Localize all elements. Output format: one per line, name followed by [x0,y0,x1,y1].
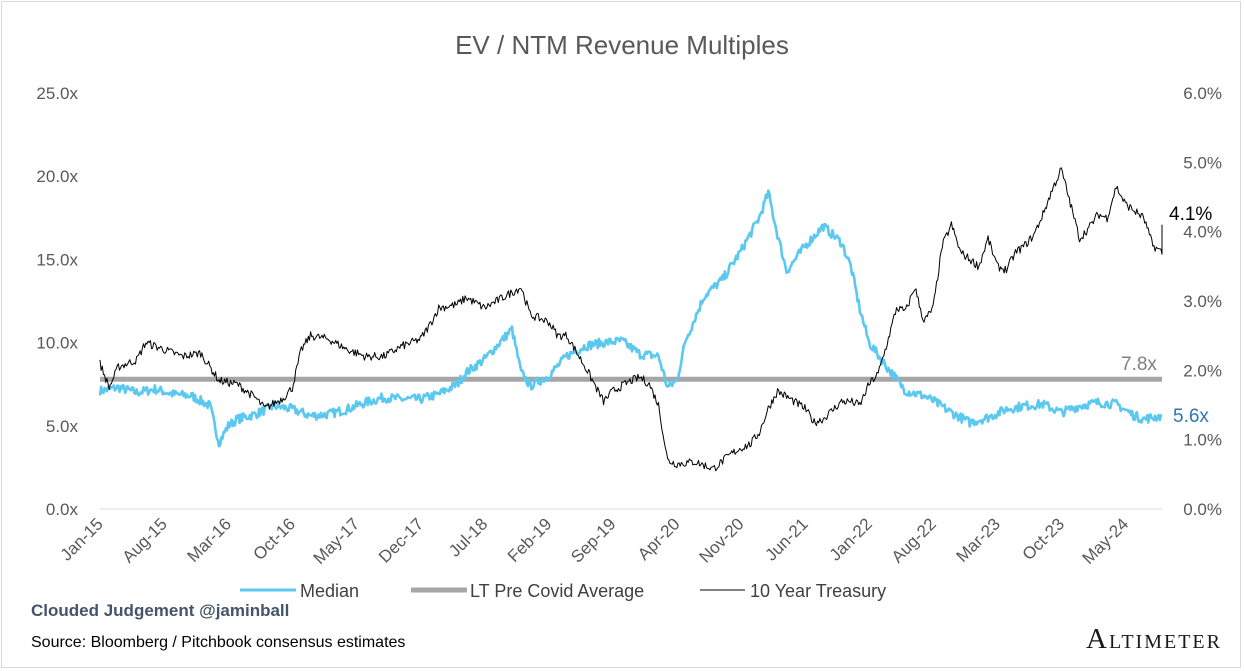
series-10-year-treasury [99,167,1163,472]
x-tick-label: Feb-19 [504,514,556,566]
x-tick-label: Jul-18 [445,514,491,560]
x-tick-label: Oct-23 [1019,514,1069,564]
right-tick-label: 4.0% [1183,223,1222,242]
series-layer [98,167,1163,472]
legend-label-median: Median [300,581,359,601]
source-text: Source: Bloomberg / Pitchbook consensus … [31,634,405,651]
chart-title: EV / NTM Revenue Multiples [455,30,789,60]
median-end-label: 5.6x [1173,406,1209,427]
x-tick-label: Sep-19 [567,514,619,566]
right-tick-label: 5.0% [1183,153,1222,172]
left-tick-label: 10.0x [36,334,78,353]
x-tick-label: Jan-15 [57,514,107,564]
left-tick-label: 5.0x [46,417,79,436]
x-axis-ticks: Jan-15 Aug-15 Mar-16 Oct-16 May-17 Dec-17 Jul-… [57,514,1133,568]
brand-logo: Altimeter [1086,623,1222,655]
series-median [98,189,1163,448]
legend-label-average: LT Pre Covid Average [470,581,644,601]
x-tick-label: Mar-16 [183,514,235,566]
x-tick-label: Jun-21 [762,514,812,564]
x-tick-label: Oct-16 [250,514,300,564]
right-axis-ticks: 0.0% 1.0% 2.0% 3.0% 4.0% 5.0% 6.0% [1183,84,1222,519]
treasury-end-label: 4.1% [1169,204,1212,225]
right-tick-label: 2.0% [1183,361,1222,380]
legend-label-treasury: 10 Year Treasury [750,581,886,601]
x-tick-label: Aug-22 [888,514,940,566]
credit-text: Clouded Judgement @jaminball [31,601,289,620]
right-tick-label: 6.0% [1183,84,1222,103]
right-tick-label: 0.0% [1183,500,1222,519]
average-end-label: 7.8x [1121,354,1157,375]
left-tick-label: 25.0x [36,84,78,103]
x-tick-label: May-24 [1079,514,1133,568]
x-tick-label: Jan-22 [826,514,876,564]
left-tick-label: 15.0x [36,250,78,269]
x-tick-label: Dec-17 [375,514,427,566]
left-axis-ticks: 0.0x 5.0x 10.0x 15.0x 20.0x 25.0x [36,84,78,519]
x-tick-label: Aug-15 [119,514,171,566]
x-tick-label: Nov-20 [695,514,747,566]
x-tick-label: Mar-23 [953,514,1005,566]
x-tick-label: Apr-20 [634,514,684,564]
right-tick-label: 1.0% [1183,431,1222,450]
x-tick-label: May-17 [310,514,364,568]
right-tick-label: 3.0% [1183,292,1222,311]
left-tick-label: 0.0x [46,500,79,519]
legend: Median LT Pre Covid Average 10 Year Trea… [240,581,886,601]
left-tick-label: 20.0x [36,167,78,186]
